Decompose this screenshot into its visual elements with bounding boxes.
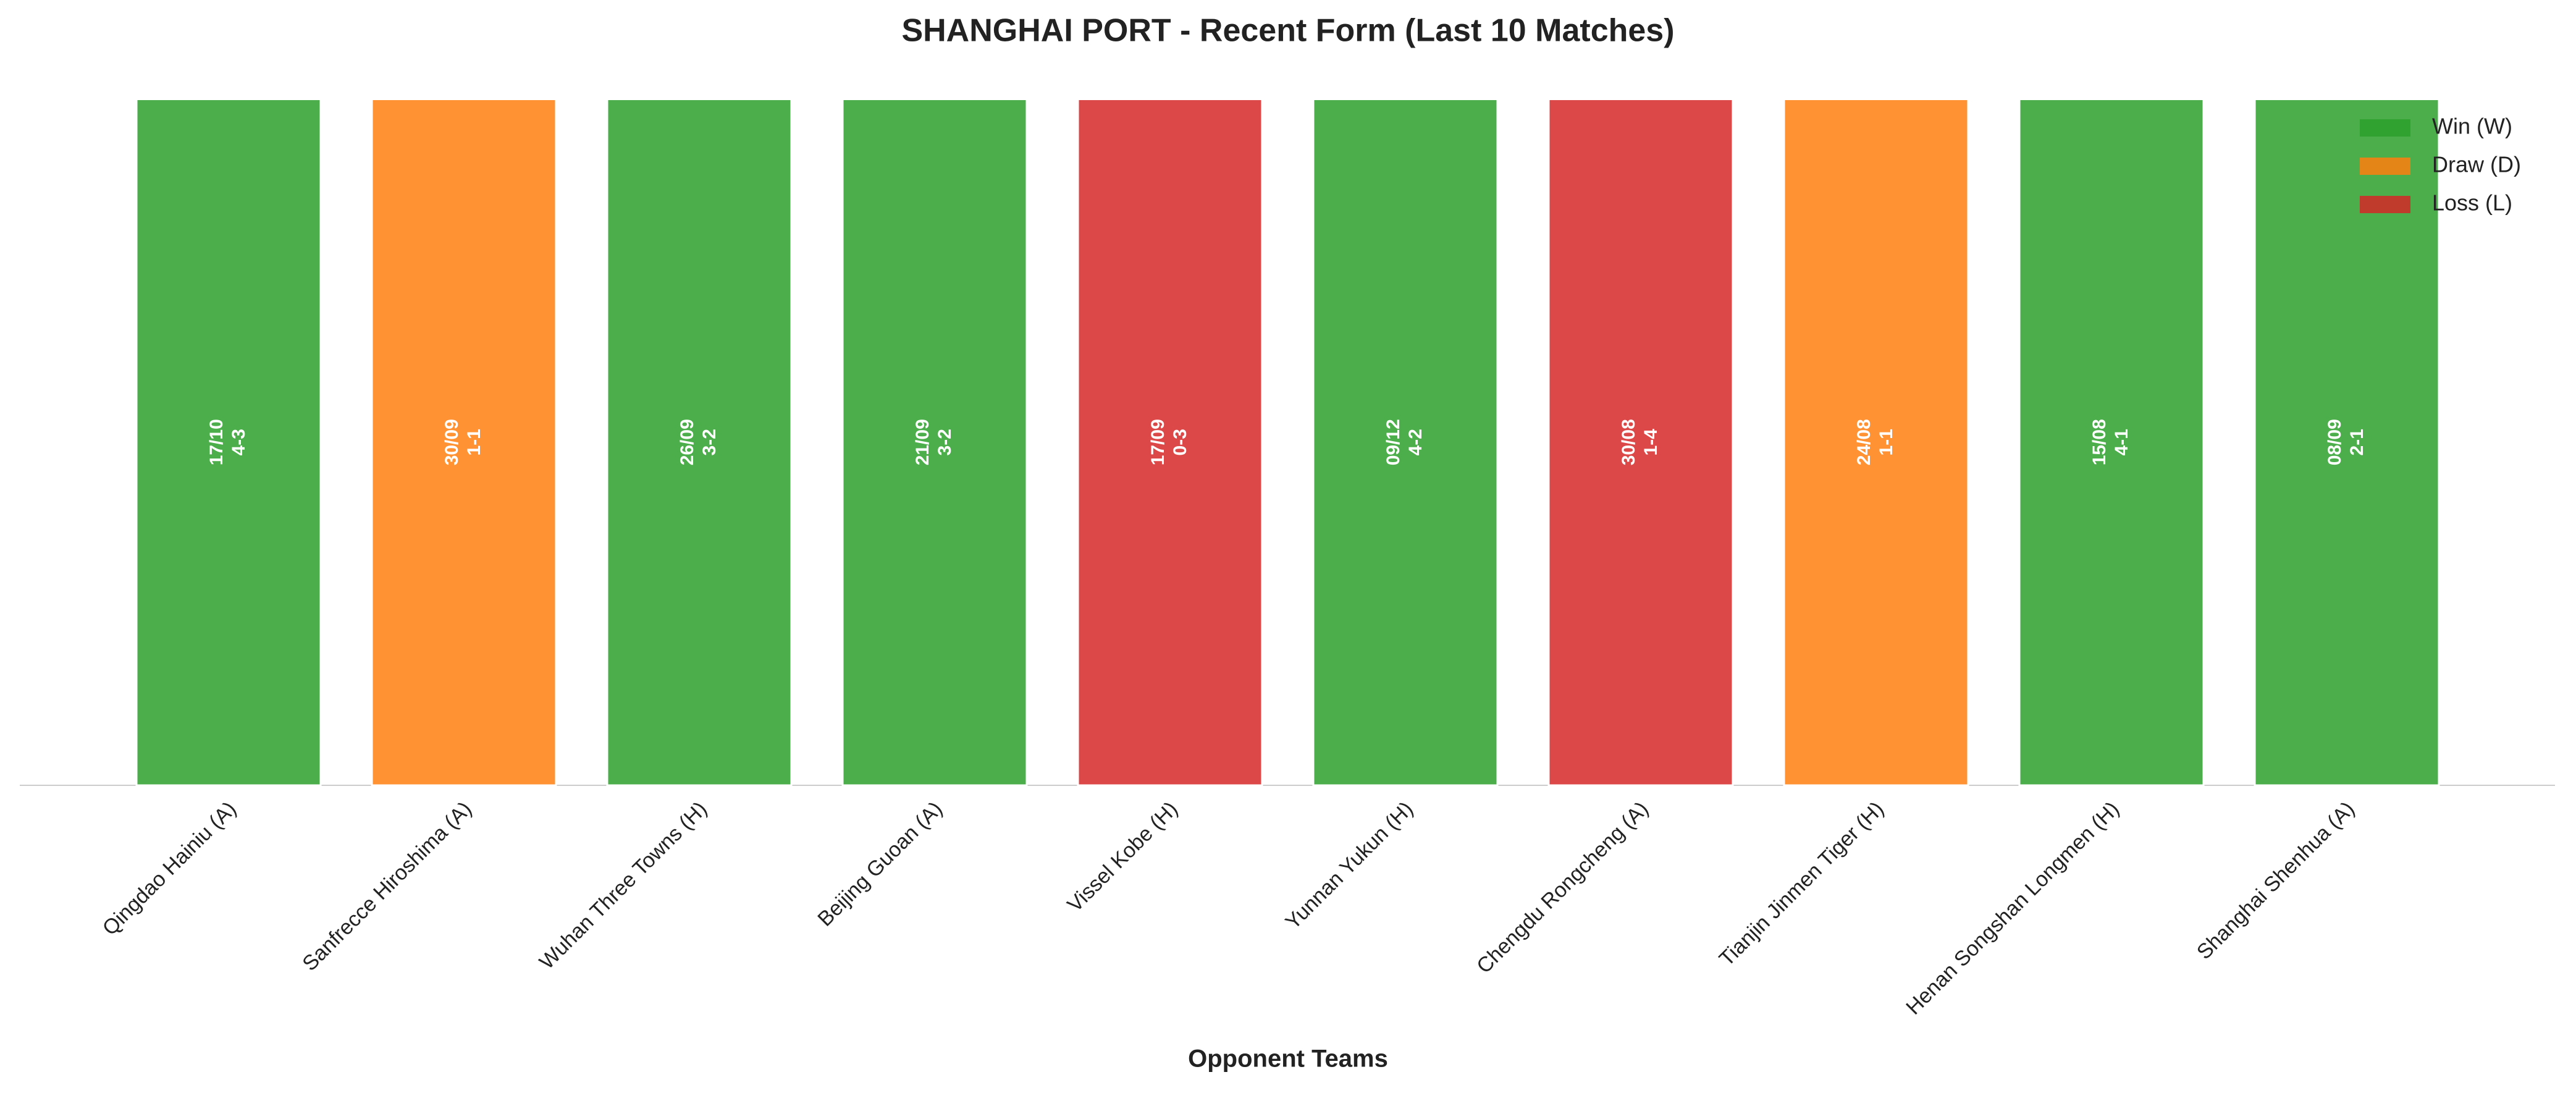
x-tick-label: Yunnan Yukun (H): [1281, 797, 1418, 934]
bar-score-label: 4-1: [2111, 429, 2132, 455]
bar-date-label: 30/08: [1618, 419, 1639, 465]
legend-swatch: [2360, 119, 2410, 137]
x-tick-label: Beijing Guoan (A): [813, 797, 947, 931]
bar-score-label: 3-2: [699, 429, 720, 455]
x-tick-label: Tianjin Jinmen Tiger (H): [1715, 797, 1888, 971]
legend-label: Win (W): [2432, 114, 2512, 139]
bar-score-label: 4-3: [229, 429, 249, 455]
bar-score-label: 3-2: [935, 429, 955, 455]
bar: [841, 98, 1028, 787]
x-axis-label: Opponent Teams: [1188, 1045, 1388, 1073]
bar: [2254, 98, 2440, 787]
bar: [135, 98, 322, 787]
x-tick-label: Vissel Kobe (H): [1063, 797, 1182, 916]
bar-date-label: 24/08: [1854, 419, 1874, 465]
bar-date-label: 21/09: [912, 419, 933, 465]
bar-score-label: 0-3: [1170, 429, 1190, 455]
bar-date-label: 26/09: [677, 419, 697, 465]
bar-date-label: 15/08: [2089, 419, 2110, 465]
legend-label: Loss (L): [2432, 190, 2512, 216]
bar-score-label: 1-1: [464, 429, 484, 455]
legend-swatch: [2360, 196, 2410, 213]
bar: [1312, 98, 1499, 787]
bar-date-label: 30/09: [442, 419, 462, 465]
bar-score-label: 4-2: [1405, 429, 1426, 455]
bar-score-label: 2-1: [2347, 429, 2367, 455]
x-tick-label: Qingdao Hainiu (A): [98, 797, 241, 940]
chart-title: SHANGHAI PORT - Recent Form (Last 10 Mat…: [901, 13, 1674, 49]
bar-date-label: 17/10: [206, 419, 227, 465]
bar: [606, 98, 793, 787]
bar-score-label: 1-4: [1641, 429, 1661, 456]
bar: [1547, 98, 1734, 787]
bar: [2018, 98, 2205, 787]
x-tick-label: Shanghai Shenhua (A): [2192, 797, 2359, 964]
x-tick-label: Wuhan Three Towns (H): [535, 797, 712, 974]
bar-date-label: 08/09: [2325, 419, 2345, 465]
bar: [1077, 98, 1263, 787]
legend-swatch: [2360, 158, 2410, 175]
x-tick-label: Sanfrecce Hiroshima (A): [298, 797, 476, 976]
bar-score-label: 1-1: [1876, 429, 1896, 455]
bar: [371, 98, 557, 787]
bar-date-label: 17/09: [1148, 419, 1168, 465]
x-tick-label: Henan Songshan Longmen (H): [1901, 797, 2124, 1019]
legend-label: Draw (D): [2432, 152, 2521, 177]
bar: [1783, 98, 1969, 787]
x-tick-label: Chengdu Rongcheng (A): [1472, 797, 1653, 978]
bar-date-label: 09/12: [1383, 419, 1404, 465]
